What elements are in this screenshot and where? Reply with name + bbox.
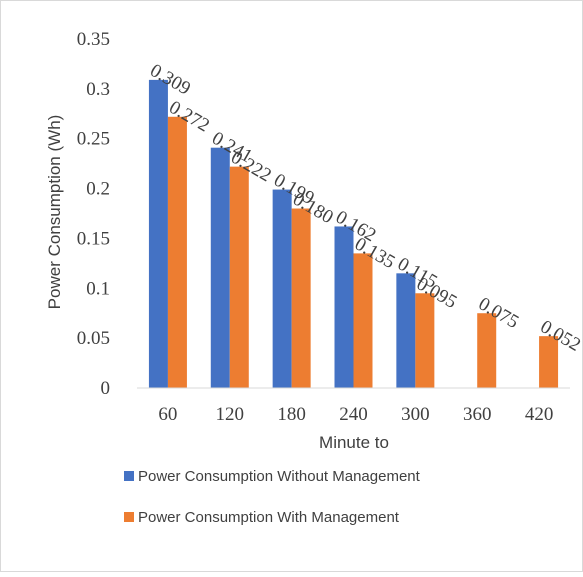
y-tick-label: 0.1 [86,278,110,299]
bar-without-management [334,226,354,388]
bar-without-management [272,189,292,388]
y-tick-label: 0.2 [86,179,110,200]
bar-with-management [167,116,187,388]
x-tick-label: 360 [463,404,492,425]
bar-with-management [415,293,435,388]
bar-without-management [148,79,168,388]
x-tick-label: 240 [339,404,368,425]
legend-entry: Power Consumption Without Management [138,468,421,485]
bar-with-management [477,313,497,388]
y-tick-label: 0.05 [77,328,110,349]
x-axis-title: Minute to [319,433,389,452]
y-tick-label: 0.15 [77,228,110,249]
x-tick-label: 420 [525,404,554,425]
y-axis: 0 0.05 0.1 0.15 0.2 0.25 0.3 0.35 [77,29,110,399]
y-tick-label: 0 [101,378,111,399]
bar-with-management [353,253,373,388]
bar-without-management [210,147,230,388]
legend-swatch [124,471,134,481]
x-axis: 60 120 180 240 300 360 420 [158,404,553,425]
x-tick-label: 300 [401,404,430,425]
y-tick-label: 0.25 [77,129,110,150]
y-axis-title: Power Consumption (Wh) [45,115,64,310]
bar-without-management [396,273,416,388]
bars [148,79,559,388]
x-tick-label: 60 [158,404,177,425]
bar-with-management [291,208,311,388]
bar-with-management [229,166,249,388]
x-tick-label: 180 [277,404,306,425]
y-tick-label: 0.35 [77,29,110,50]
x-tick-label: 120 [216,404,245,425]
bar-with-management [539,336,559,388]
legend-entry: Power Consumption With Management [138,509,400,526]
y-tick-label: 0.3 [86,79,110,100]
legend: Power Consumption Without Management Powe… [124,468,421,526]
legend-swatch [124,512,134,522]
